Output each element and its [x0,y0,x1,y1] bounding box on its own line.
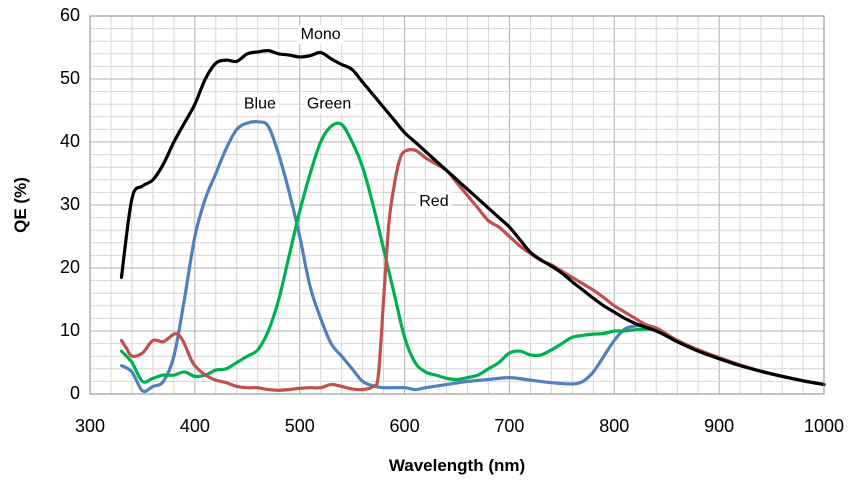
series-lines [119,48,826,394]
y-tick-label: 20 [60,257,80,277]
series-label-blue: Blue [244,95,276,112]
x-tick-label: 800 [599,416,629,436]
y-tick-labels: 0 10 20 30 40 50 60 [60,5,80,403]
x-tick-label: 700 [494,416,524,436]
y-tick-label: 0 [70,383,80,403]
y-tick-label: 50 [60,68,80,88]
series-label-green: Green [307,95,351,112]
series-label-background [303,94,355,114]
series-line-red [119,148,826,392]
x-tick-label: 300 [75,416,105,436]
x-tick-label: 600 [390,416,420,436]
plot-frame [89,15,825,395]
y-tick-label: 40 [60,131,80,151]
x-tick-labels: 300 400 500 600 700 800 900 1000 [75,416,844,436]
series-label-mono: Mono [301,26,341,43]
series-labels: Mono Blue Green Red [240,25,452,212]
x-tick-label: 1000 [804,416,844,436]
series-label-background [240,94,279,114]
series-line-mono [119,48,826,387]
y-tick-label: 10 [60,320,80,340]
y-tick-label: 30 [60,194,80,214]
y-tick-label: 60 [60,5,80,25]
series-line-green [119,121,826,387]
series-label-red: Red [419,193,448,210]
series-label-background [416,192,452,212]
x-axis-title: Wavelength (nm) [389,456,525,475]
series-label-background [297,25,344,45]
y-axis-title: QE (%) [11,177,30,233]
x-tick-label: 400 [180,416,210,436]
x-tick-label: 500 [285,416,315,436]
x-tick-label: 900 [704,416,734,436]
